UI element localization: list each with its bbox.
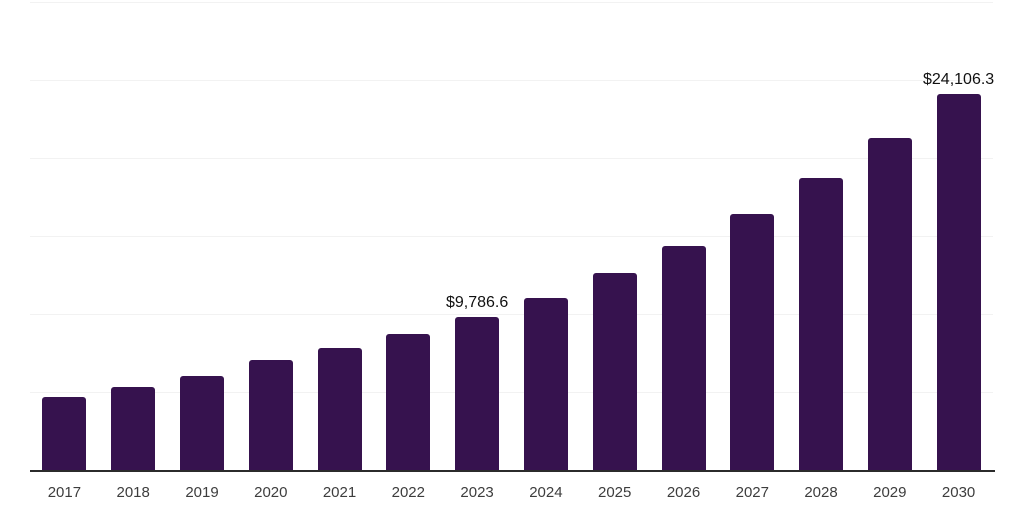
x-tick-2022: 2022	[391, 484, 425, 501]
bar-2019[interactable]	[180, 376, 224, 470]
x-tick-2017: 2017	[47, 484, 82, 501]
gridline-20000	[30, 158, 993, 159]
bar-2028[interactable]	[799, 177, 843, 470]
bar-2025[interactable]	[592, 273, 637, 470]
x-tick-2019: 2019	[185, 484, 219, 501]
x-tick-2029: 2029	[873, 484, 907, 501]
x-tick-2028: 2028	[804, 484, 838, 501]
bar-2026[interactable]	[661, 245, 706, 470]
gridline-15000	[30, 236, 993, 237]
bar-2023[interactable]	[455, 317, 500, 470]
x-tick-2024: 2024	[529, 484, 563, 501]
gridline-5000	[30, 392, 993, 393]
bar-2027[interactable]	[730, 213, 775, 470]
x-tick-2025: 2025	[598, 484, 632, 501]
x-tick-2018: 2018	[116, 484, 150, 501]
bar-2022[interactable]	[386, 333, 431, 470]
bar-2021[interactable]	[317, 347, 362, 470]
gridline-25000	[30, 80, 993, 81]
bar-2030[interactable]	[936, 93, 981, 470]
x-tick-2030: 2030	[941, 484, 976, 501]
x-axis-line	[30, 470, 995, 472]
x-tick-2026: 2026	[666, 484, 701, 501]
gridline-30000	[30, 2, 993, 3]
bar-2017[interactable]	[42, 397, 87, 470]
bar-2024[interactable]	[523, 298, 568, 470]
x-tick-2023: 2023	[460, 484, 494, 501]
bar-2018[interactable]	[111, 387, 156, 470]
bar-2020[interactable]	[248, 360, 293, 470]
data-label-2030: $24,106.3	[923, 70, 995, 88]
x-tick-2020: 2020	[254, 484, 288, 501]
bar-2029[interactable]	[867, 137, 912, 470]
x-tick-2027: 2027	[735, 484, 769, 501]
data-label-2023: $9,786.6	[445, 294, 509, 312]
gridline-10000	[30, 314, 993, 315]
x-tick-2021: 2021	[322, 484, 357, 501]
